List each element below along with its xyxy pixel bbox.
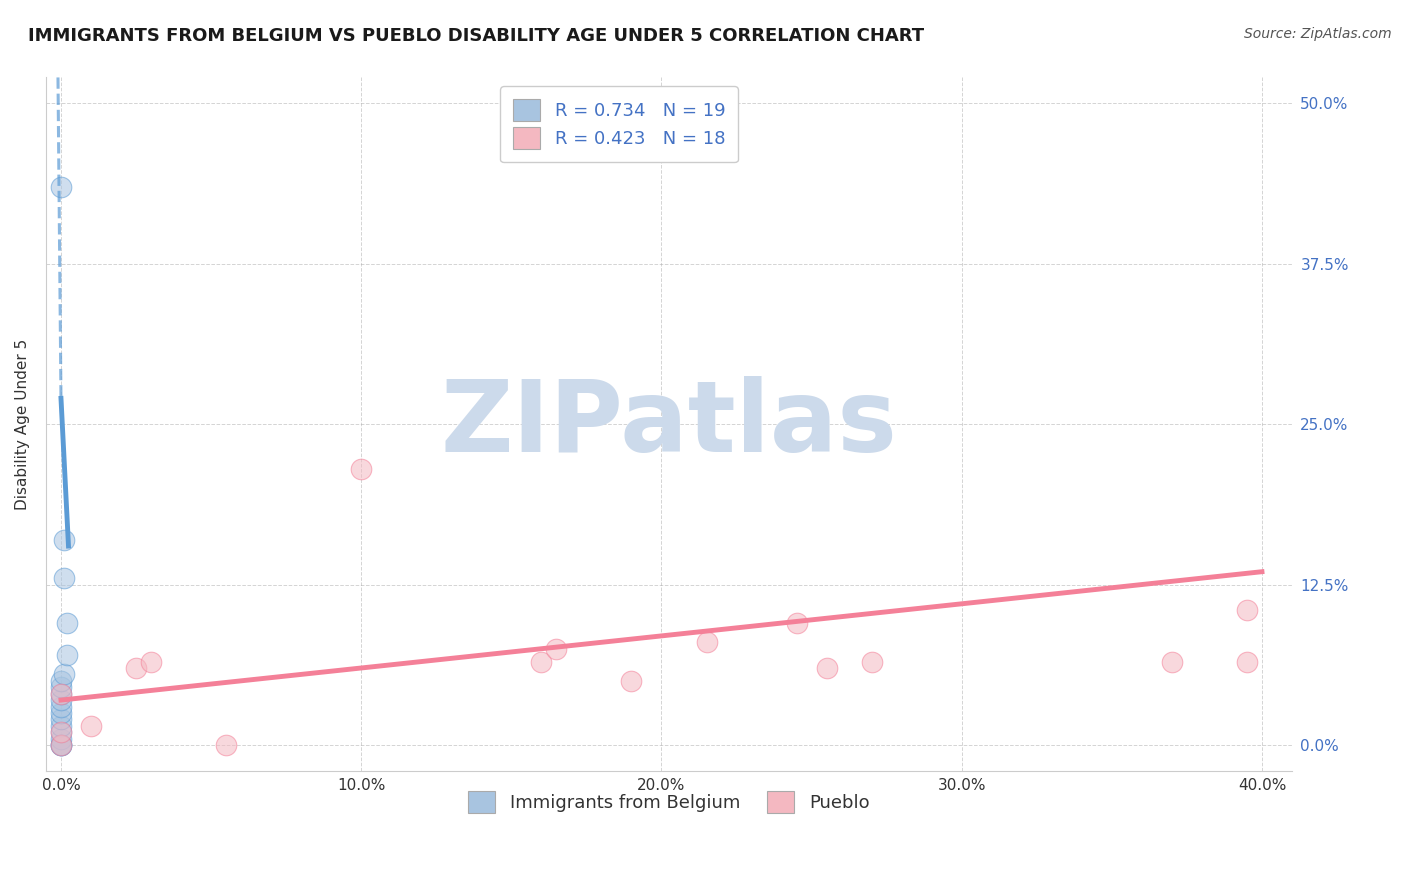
Y-axis label: Disability Age Under 5: Disability Age Under 5 (15, 338, 30, 509)
Text: ZIPatlas: ZIPatlas (440, 376, 897, 473)
Point (139, 655, 162, 669)
Point (1160, 655, 1182, 669)
Point (49, 687, 72, 701)
Point (860, 655, 883, 669)
Point (49, 712, 72, 726)
Point (49, 731, 72, 746)
Point (215, 738, 238, 752)
Point (125, 661, 148, 675)
Point (49, 673, 72, 688)
Point (1236, 655, 1258, 669)
Point (49, 693, 72, 707)
Point (80, 719, 103, 733)
Point (49, 680, 72, 694)
Point (815, 661, 838, 675)
Point (56, 615, 79, 630)
Point (1236, 603, 1258, 617)
Point (49, 738, 72, 752)
Point (53, 533, 76, 547)
Point (49, 738, 72, 752)
Point (49, 725, 72, 739)
Legend: Immigrants from Belgium, Pueblo: Immigrants from Belgium, Pueblo (457, 780, 880, 824)
Point (49, 706, 72, 720)
Point (49, 687, 72, 701)
Point (786, 615, 808, 630)
Point (546, 641, 568, 656)
Point (49, 725, 72, 739)
Point (49, 738, 72, 752)
Point (695, 635, 717, 649)
Point (49, 719, 72, 733)
Point (49, 738, 72, 752)
Point (49, 179, 72, 194)
Text: Source: ZipAtlas.com: Source: ZipAtlas.com (1244, 27, 1392, 41)
Point (350, 462, 373, 476)
Text: IMMIGRANTS FROM BELGIUM VS PUEBLO DISABILITY AGE UNDER 5 CORRELATION CHART: IMMIGRANTS FROM BELGIUM VS PUEBLO DISABI… (28, 27, 924, 45)
Point (53, 571, 76, 585)
Point (620, 673, 643, 688)
Point (530, 655, 553, 669)
Point (49, 699, 72, 714)
Point (56, 648, 79, 662)
Point (53, 667, 76, 681)
